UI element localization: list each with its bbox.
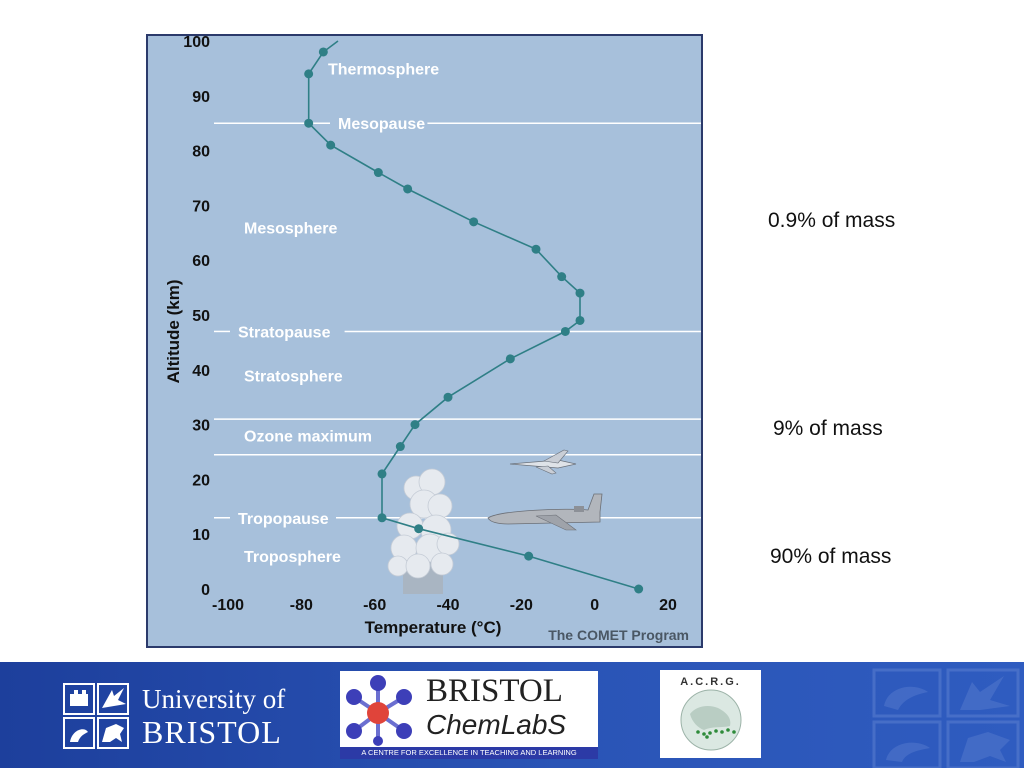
layer-label: Thermosphere: [328, 61, 439, 78]
university-name-line2: BRISTOL: [142, 714, 282, 750]
x-tick-label: -100: [212, 597, 244, 614]
chemlabs-tagline: A CENTRE FOR EXCELLENCE IN TEACHING AND …: [340, 747, 598, 759]
acrg-text: A.C.R.G.: [680, 676, 741, 688]
layer-label: Mesosphere: [244, 220, 337, 237]
chemlabs-subtitle: ChemLabS: [426, 709, 567, 740]
crest-watermark: [872, 668, 1020, 768]
lower-mass-annotation: 90% of mass: [770, 545, 892, 568]
data-point: [403, 184, 413, 194]
x-tick-label: 20: [659, 597, 677, 614]
data-point: [318, 47, 328, 57]
cloud-icon: [387, 468, 460, 594]
atmosphere-chart: 0 10 20 30 40 50 60 70 80 90 100 -100 -80 -60 -40 -20 0 2…: [146, 34, 703, 648]
data-point: [377, 513, 387, 523]
data-point: [505, 354, 515, 364]
data-point: [575, 315, 585, 325]
data-point: [373, 168, 383, 178]
x-tick-label: -80: [290, 597, 313, 614]
data-point: [557, 272, 567, 282]
data-point: [469, 217, 479, 227]
upper-mass-annotation: 0.9% of mass: [768, 209, 896, 232]
layer-label: Ozone maximum: [244, 429, 372, 446]
molecule-icon: [346, 675, 412, 746]
x-axis-title: Temperature (°C): [365, 618, 502, 637]
y-tick-label: 40: [192, 363, 210, 380]
airliner-icon: [487, 493, 603, 531]
boundary-label: Tropopause: [238, 511, 329, 528]
globe-icon: [680, 689, 742, 751]
x-tick-label: -40: [436, 597, 459, 614]
layer-label: Troposphere: [244, 549, 341, 566]
y-tick-label: 10: [192, 527, 210, 544]
chart-svg: 0 10 20 30 40 50 60 70 80 90 100 -100 -80 -60 -40 -20 0 2…: [164, 36, 701, 643]
university-crest-icon: [63, 683, 129, 749]
data-point: [304, 69, 314, 79]
chart-credit: The COMET Program: [548, 627, 689, 643]
data-point: [531, 244, 541, 254]
data-point: [560, 326, 570, 336]
chemlabs-logo: BRISTOL ChemLabS A CENTRE FOR EXCELLENCE…: [340, 671, 598, 759]
chemlabs-title: BRISTOL: [426, 673, 563, 709]
data-point: [524, 551, 534, 561]
fighter-jet-icon: [509, 449, 577, 475]
layer-label: Stratosphere: [244, 368, 343, 385]
y-tick-label: 20: [192, 472, 210, 489]
footer-banner: University of BRISTOL: [0, 662, 1024, 768]
x-tick-label: -60: [363, 597, 386, 614]
data-point: [410, 420, 420, 430]
data-point: [443, 392, 453, 402]
temperature-profile-line: [307, 40, 639, 590]
y-tick-label: 0: [201, 582, 210, 599]
data-point: [377, 469, 387, 479]
data-point: [326, 140, 336, 150]
university-logo: University of BRISTOL: [62, 680, 312, 750]
y-tick-label: 60: [192, 253, 210, 270]
x-tick-label: -20: [510, 597, 533, 614]
y-tick-label: 50: [192, 308, 210, 325]
data-point: [395, 442, 405, 452]
data-point: [304, 118, 314, 128]
y-tick-label: 90: [192, 89, 210, 106]
y-axis-title: Altitude (km): [164, 279, 183, 383]
data-point: [634, 584, 644, 594]
y-tick-label: 100: [183, 36, 210, 51]
data-point: [414, 524, 424, 534]
y-tick-label: 30: [192, 418, 210, 435]
y-tick-label: 70: [192, 198, 210, 215]
x-tick-label: 0: [590, 597, 599, 614]
boundary-label: Stratopause: [238, 324, 331, 341]
university-name-line1: University of: [142, 684, 286, 714]
y-tick-label: 80: [192, 144, 210, 161]
middle-mass-annotation: 9% of mass: [773, 417, 883, 440]
data-point: [575, 288, 585, 298]
illustrations: [387, 449, 603, 594]
acrg-logo: A.C.R.G.: [660, 670, 761, 758]
boundary-label: Mesopause: [338, 116, 425, 133]
